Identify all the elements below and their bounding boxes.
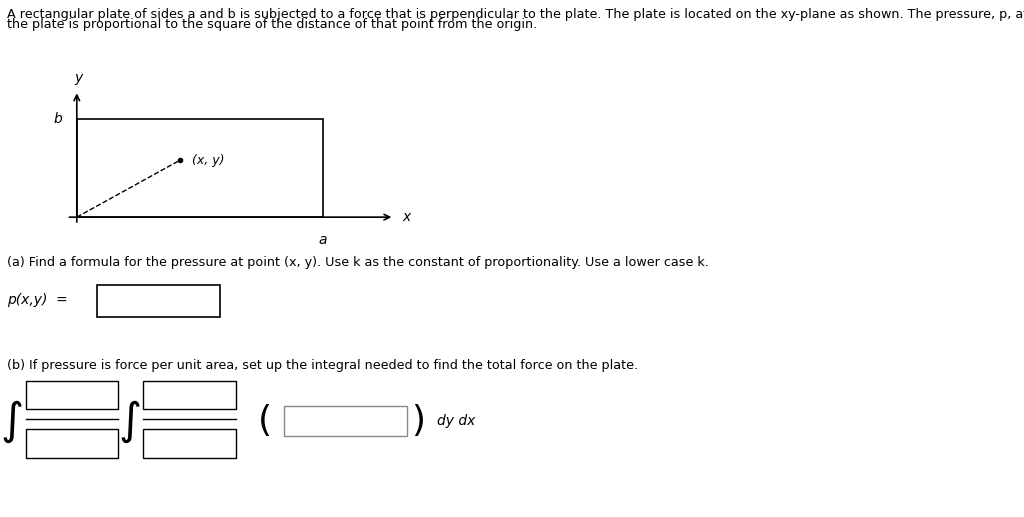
Text: a: a (318, 233, 327, 247)
Bar (97, 285, 220, 317)
Bar (26, 429, 118, 458)
Bar (284, 406, 407, 436)
Bar (77, 119, 323, 217)
Text: x: x (402, 210, 411, 224)
Text: y: y (75, 71, 83, 85)
Text: p(x,y)  =: p(x,y) = (7, 293, 68, 307)
Text: A rectangular plate of sides a and b is subjected to a force that is perpendicul: A rectangular plate of sides a and b is … (7, 8, 1024, 21)
Text: ∫: ∫ (1, 400, 24, 443)
Bar (26, 381, 118, 409)
Text: (a) Find a formula for the pressure at point (x, y). Use k as the constant of pr: (a) Find a formula for the pressure at p… (7, 256, 709, 269)
Text: ): ) (412, 404, 426, 438)
Text: dy dx: dy dx (437, 414, 475, 429)
Text: (: ( (258, 404, 272, 438)
Text: b: b (54, 112, 62, 126)
Text: ∫: ∫ (119, 400, 141, 443)
Bar (143, 429, 236, 458)
Text: (x, y): (x, y) (193, 154, 225, 166)
Bar (143, 381, 236, 409)
Text: the plate is proportional to the square of the distance of that point from the o: the plate is proportional to the square … (7, 18, 538, 31)
Text: (b) If pressure is force per unit area, set up the integral needed to find the t: (b) If pressure is force per unit area, … (7, 359, 638, 372)
